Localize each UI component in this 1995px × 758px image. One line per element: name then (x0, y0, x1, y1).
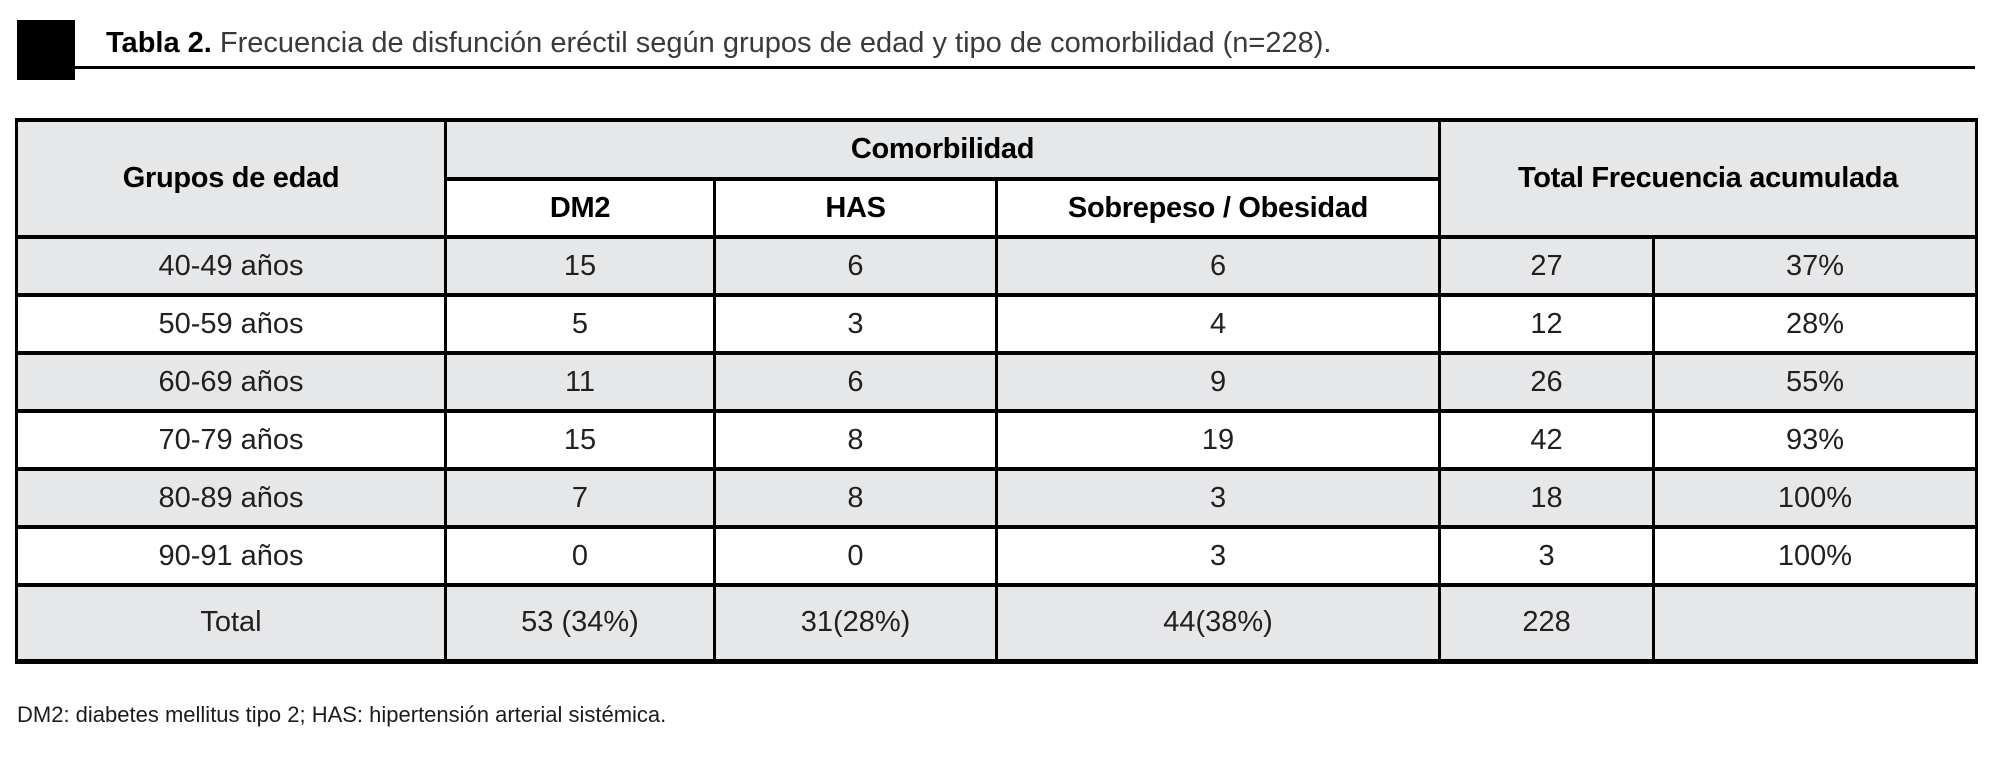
cell-dm2: 5 (444, 293, 716, 355)
cell-age: 50-59 años (15, 293, 447, 355)
cell-has: 31(28%) (713, 583, 998, 663)
cell-overweight: 19 (994, 409, 1442, 471)
cell-total: 228 (1438, 583, 1656, 663)
table-caption: Tabla 2. Frecuencia de disfunción erécti… (106, 26, 1806, 60)
header-age-groups: Grupos de edad (15, 118, 447, 239)
cell-dm2: 15 (444, 409, 716, 471)
table-total-row: Total 53 (34%) 31(28%) 44(38%) 228 (15, 583, 1979, 663)
cell-age: 40-49 años (15, 235, 447, 297)
cell-dm2: 53 (34%) (444, 583, 716, 663)
cell-has: 3 (713, 293, 998, 355)
table-row: 40-49 años 15 6 6 27 37% (15, 235, 1979, 297)
cell-total: 12 (1438, 293, 1656, 355)
table-row: 60-69 años 11 6 9 26 55% (15, 351, 1979, 413)
caption-label: Tabla 2. (106, 27, 212, 59)
cell-has: 6 (713, 351, 998, 413)
cell-cumulative (1652, 583, 1979, 663)
cell-overweight: 3 (994, 525, 1442, 587)
header-dm2: DM2 (444, 177, 716, 239)
cell-total: 18 (1438, 467, 1656, 529)
cell-cumulative: 37% (1652, 235, 1979, 297)
table-header: Grupos de edad Comorbilidad Total Frecue… (15, 118, 1979, 239)
cell-cumulative: 55% (1652, 351, 1979, 413)
cell-age: 60-69 años (15, 351, 447, 413)
cell-age: 70-79 años (15, 409, 447, 471)
cell-cumulative: 28% (1652, 293, 1979, 355)
header-comorbidity: Comorbilidad (443, 118, 1442, 181)
frequency-table: Grupos de edad Comorbilidad Total Frecue… (15, 118, 1979, 664)
cell-overweight: 6 (994, 235, 1442, 297)
cell-age: 80-89 años (15, 467, 447, 529)
cell-age: Total (15, 583, 447, 663)
caption-square-marker (17, 20, 75, 80)
cell-dm2: 0 (444, 525, 716, 587)
table-row: 80-89 años 7 8 3 18 100% (15, 467, 1979, 529)
header-total-cumulative: Total Frecuencia acumulada (1438, 118, 1979, 239)
cell-overweight: 44(38%) (994, 583, 1442, 663)
table-footnote: DM2: diabetes mellitus tipo 2; HAS: hipe… (17, 702, 667, 727)
cell-cumulative: 93% (1652, 409, 1979, 471)
cell-cumulative: 100% (1652, 467, 1979, 529)
cell-has: 8 (713, 409, 998, 471)
cell-total: 42 (1438, 409, 1656, 471)
caption-description: Frecuencia de disfunción eréctil según g… (211, 27, 1332, 59)
header-has: HAS (713, 177, 998, 239)
cell-total: 3 (1438, 525, 1656, 587)
cell-has: 8 (713, 467, 998, 529)
cell-total: 26 (1438, 351, 1656, 413)
cell-has: 6 (713, 235, 998, 297)
cell-dm2: 11 (444, 351, 716, 413)
cell-overweight: 9 (994, 351, 1442, 413)
table-row: 90-91 años 0 0 3 3 100% (15, 525, 1979, 587)
header-overweight-obesity: Sobrepeso / Obesidad (994, 177, 1442, 239)
table-body: 40-49 años 15 6 6 27 37% 50-59 años 5 3 … (15, 235, 1979, 663)
cell-overweight: 3 (994, 467, 1442, 529)
cell-age: 90-91 años (15, 525, 447, 587)
cell-has: 0 (713, 525, 998, 587)
table-row: 70-79 años 15 8 19 42 93% (15, 409, 1979, 471)
cell-cumulative: 100% (1652, 525, 1979, 587)
table-row: 50-59 años 5 3 4 12 28% (15, 293, 1979, 355)
cell-dm2: 7 (444, 467, 716, 529)
caption-rule (75, 66, 1975, 69)
cell-total: 27 (1438, 235, 1656, 297)
cell-overweight: 4 (994, 293, 1442, 355)
cell-dm2: 15 (444, 235, 716, 297)
